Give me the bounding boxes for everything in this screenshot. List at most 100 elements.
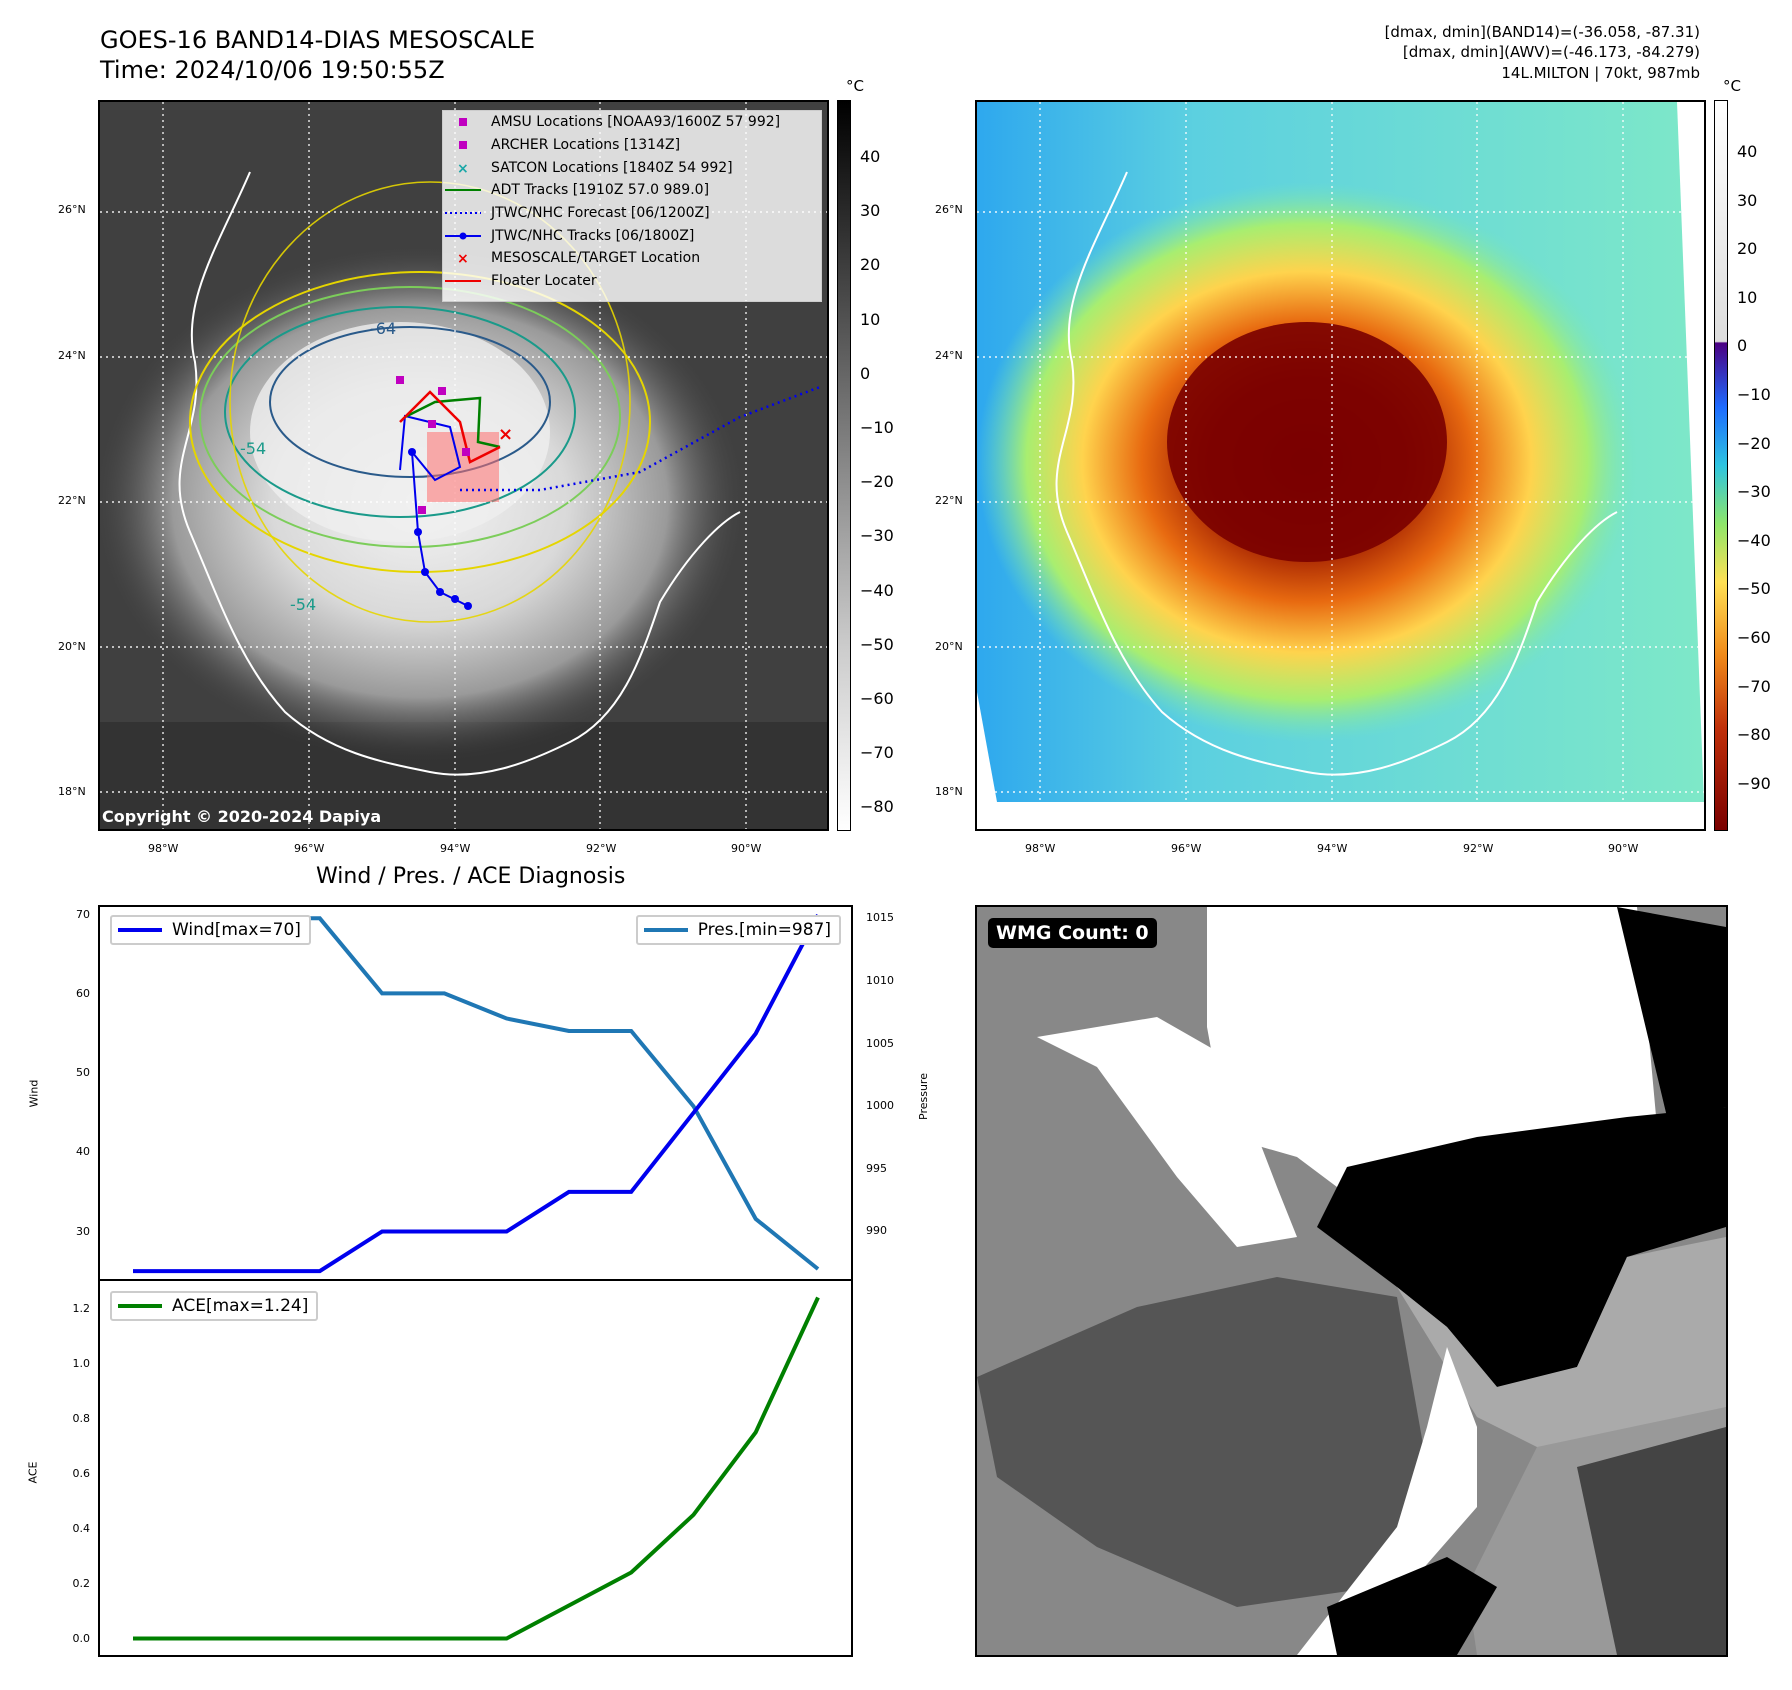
contour-label: -54 bbox=[290, 595, 316, 614]
lon-label: 90°W bbox=[1608, 842, 1639, 855]
axis-tick-label: 1.0 bbox=[72, 1356, 91, 1370]
axis-tick-label: 60 bbox=[76, 987, 90, 1001]
lat-label: 26°N bbox=[58, 203, 86, 216]
axis-tick-label: 1005 bbox=[866, 1036, 894, 1050]
axis-tick-label: 990 bbox=[866, 1224, 887, 1238]
colorbar-awv bbox=[1714, 100, 1728, 831]
colorbar-tick-label: −60 bbox=[1737, 628, 1771, 647]
awv-map-panel bbox=[975, 100, 1706, 831]
wmg-panel bbox=[975, 905, 1728, 1657]
legend-item: ARCHER Locations [1314Z] bbox=[443, 134, 821, 157]
legend-item: × MESOSCALE/TARGET Location bbox=[457, 250, 701, 268]
lon-label: 90°W bbox=[731, 842, 762, 855]
legend-item: JTWC/NHC Forecast [06/1200Z] bbox=[445, 205, 710, 222]
coastline bbox=[178, 171, 741, 776]
axis-tick-label: 1015 bbox=[866, 911, 894, 925]
colorbar-tick-label: −40 bbox=[860, 580, 894, 600]
colorbar-unit-left: °C bbox=[846, 77, 864, 95]
wind-axis-label: Wind bbox=[27, 1079, 41, 1108]
lat-label: 18°N bbox=[935, 785, 963, 798]
svg-text:×: × bbox=[498, 424, 513, 445]
lat-label: 22°N bbox=[935, 494, 963, 507]
colorbar-tick-label: −50 bbox=[1737, 579, 1771, 599]
pressure-line bbox=[133, 916, 820, 1271]
lat-label: 24°N bbox=[58, 349, 86, 362]
lon-label: 94°W bbox=[1317, 842, 1348, 855]
floater-box bbox=[427, 432, 499, 502]
svg-text:×: × bbox=[457, 161, 469, 177]
pres-axis-label: Pressure bbox=[916, 1073, 930, 1120]
lat-label: 26°N bbox=[935, 203, 963, 216]
wind-legend: Wind[max=70] bbox=[110, 915, 311, 945]
legend-item: Floater Locater bbox=[445, 273, 597, 290]
copyright-text: Copyright © 2020-2024 Dapiya bbox=[102, 807, 382, 826]
forecast-track bbox=[460, 385, 821, 492]
colorbar-tick-label: −40 bbox=[1737, 530, 1771, 550]
wind-line bbox=[133, 913, 820, 1274]
colorbar-tick-label: 0 bbox=[1737, 336, 1748, 356]
axis-tick-label: 0.8 bbox=[72, 1411, 91, 1425]
axis-tick-label: 1.2 bbox=[72, 1301, 91, 1315]
colorbar-tick-label: 30 bbox=[1737, 190, 1758, 210]
colorbar-tick-label: −10 bbox=[860, 418, 894, 437]
legend-item: AMSU Locations [NOAA93/1600Z 57 992] bbox=[443, 111, 821, 134]
colorbar-tick-label: 20 bbox=[1737, 239, 1758, 259]
lat-label: 18°N bbox=[58, 785, 86, 798]
lon-label: 96°W bbox=[1171, 842, 1202, 855]
colorbar-tick-label: 40 bbox=[860, 147, 881, 166]
colorbar-tick-label: −10 bbox=[1737, 385, 1771, 404]
colorbar-tick-label: −30 bbox=[1737, 482, 1771, 502]
colorbar-tick-label: 20 bbox=[860, 255, 881, 275]
lon-label: 92°W bbox=[586, 842, 617, 855]
ace-legend: ACE[max=1.24] bbox=[110, 1291, 319, 1321]
ace-plot bbox=[133, 1296, 820, 1641]
figure-time: Time: 2024/10/06 19:50:55Z bbox=[100, 56, 445, 84]
contour-label: -64 bbox=[370, 319, 396, 338]
colorbar-tick-label: 40 bbox=[1737, 142, 1758, 161]
legend-item: × SATCON Locations [1840Z 54 992] bbox=[457, 159, 733, 177]
wmg-count-badge: WMG Count: 0 bbox=[988, 918, 1157, 948]
axis-tick-label: 1000 bbox=[866, 1099, 894, 1113]
coastline bbox=[1055, 171, 1618, 776]
axis-tick-label: 70 bbox=[76, 907, 90, 921]
diagnosis-title: Wind / Pres. / ACE Diagnosis bbox=[316, 864, 626, 889]
colorbar-tick-label: 10 bbox=[1737, 287, 1758, 307]
colorbar-gray bbox=[837, 100, 851, 831]
axis-tick-label: 30 bbox=[76, 1224, 90, 1238]
axis-tick-label: 0.6 bbox=[72, 1466, 91, 1480]
colorbar-tick-label: −50 bbox=[860, 634, 894, 654]
axis-tick-label: 0.0 bbox=[72, 1631, 91, 1645]
meta-storm-info: 14L.MILTON | 70kt, 987mb bbox=[1501, 64, 1700, 82]
colorbar-tick-label: 30 bbox=[860, 201, 881, 221]
colorbar-tick-label: −30 bbox=[860, 526, 894, 546]
colorbar-tick-label: 10 bbox=[860, 309, 881, 329]
axis-tick-label: 40 bbox=[76, 1145, 90, 1159]
axis-tick-label: 1010 bbox=[866, 973, 894, 987]
adt-track bbox=[404, 396, 501, 449]
colorbar-tick-label: 0 bbox=[860, 363, 871, 383]
observed-track bbox=[399, 414, 469, 607]
lat-label: 22°N bbox=[58, 494, 86, 507]
meta-band14-range: [dmax, dmin](BAND14)=(-36.058, -87.31) bbox=[1384, 23, 1700, 41]
lon-label: 96°W bbox=[294, 842, 325, 855]
colorbar-tick-label: −70 bbox=[860, 743, 894, 763]
wmg-image bbox=[977, 907, 1726, 1655]
map-legend: AMSU Locations [NOAA93/1600Z 57 992] ARC… bbox=[442, 110, 822, 302]
lon-label: 98°W bbox=[1025, 842, 1056, 855]
colorbar-tick-label: −80 bbox=[1737, 725, 1771, 745]
axis-tick-label: 0.4 bbox=[72, 1521, 91, 1535]
awv-map bbox=[977, 102, 1704, 829]
band14-map-panel: -64 -54 -54 × bbox=[98, 100, 829, 831]
colorbar-tick-label: −90 bbox=[1737, 773, 1771, 793]
ace-line bbox=[133, 1296, 820, 1641]
floater-track bbox=[399, 390, 501, 464]
lon-label: 98°W bbox=[148, 842, 179, 855]
meta-awv-range: [dmax, dmin](AWV)=(-46.173, -84.279) bbox=[1402, 43, 1700, 61]
colorbar-tick-label: −60 bbox=[860, 689, 894, 708]
wind-pres-plot bbox=[133, 913, 820, 1274]
legend-item: ADT Tracks [1910Z 57.0 989.0] bbox=[445, 182, 710, 199]
lat-label: 24°N bbox=[935, 349, 963, 362]
colorbar-tick-label: −20 bbox=[860, 472, 894, 492]
ace-chart: ACE[max=1.24] bbox=[98, 1279, 853, 1657]
axis-tick-label: 50 bbox=[76, 1066, 90, 1080]
